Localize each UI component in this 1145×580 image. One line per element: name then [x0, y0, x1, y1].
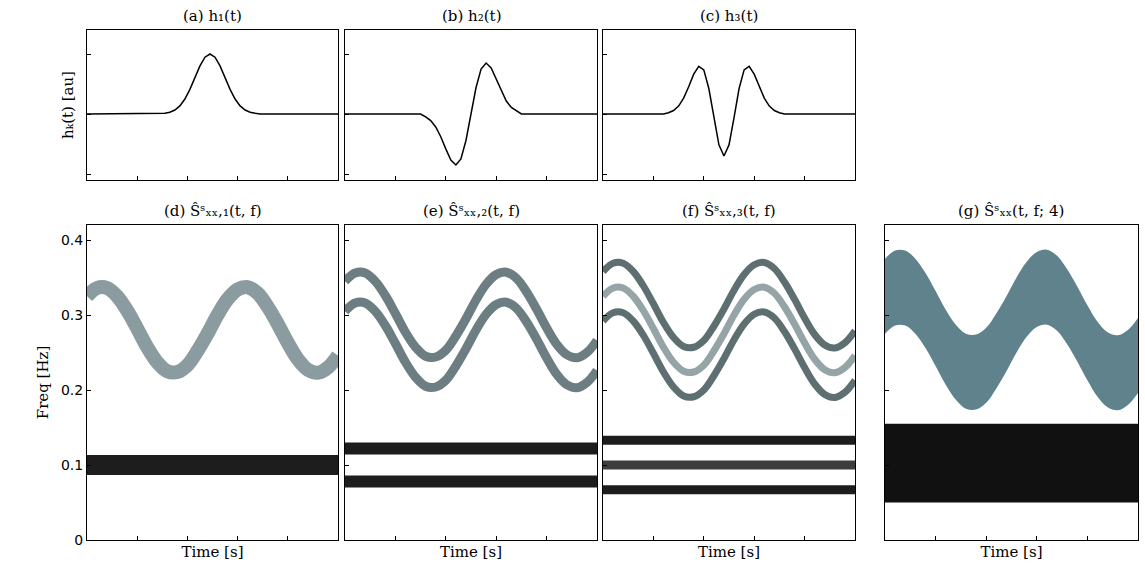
svg-text:0.2: 0.2 [61, 382, 83, 398]
svg-text:0.1: 0.1 [61, 457, 83, 473]
svg-text:(g) Ŝˢₓₓ(t, f; 4): (g) Ŝˢₓₓ(t, f; 4) [958, 202, 1064, 220]
svg-text:(c) h₃(t): (c) h₃(t) [700, 7, 758, 25]
svg-text:0: 0 [74, 532, 83, 548]
svg-text:(d) Ŝˢₓₓ,₁(t, f): (d) Ŝˢₓₓ,₁(t, f) [164, 202, 262, 220]
svg-text:0.3: 0.3 [61, 307, 83, 323]
svg-text:hₖ(t) [au]: hₖ(t) [au] [59, 71, 77, 139]
svg-text:Time [s]: Time [s] [980, 543, 1042, 561]
svg-text:Time [s]: Time [s] [698, 543, 760, 561]
svg-text:Time [s]: Time [s] [181, 543, 243, 561]
svg-text:(e) Ŝˢₓₓ,₂(t, f): (e) Ŝˢₓₓ,₂(t, f) [423, 202, 520, 220]
svg-text:Time [s]: Time [s] [440, 543, 502, 561]
svg-text:Freq [Hz]: Freq [Hz] [34, 346, 52, 420]
svg-text:(f) Ŝˢₓₓ,₃(t, f): (f) Ŝˢₓₓ,₃(t, f) [682, 202, 776, 220]
svg-text:0.4: 0.4 [61, 232, 83, 248]
svg-text:(a) h₁(t): (a) h₁(t) [183, 7, 242, 25]
svg-text:(b) h₂(t): (b) h₂(t) [442, 7, 501, 25]
